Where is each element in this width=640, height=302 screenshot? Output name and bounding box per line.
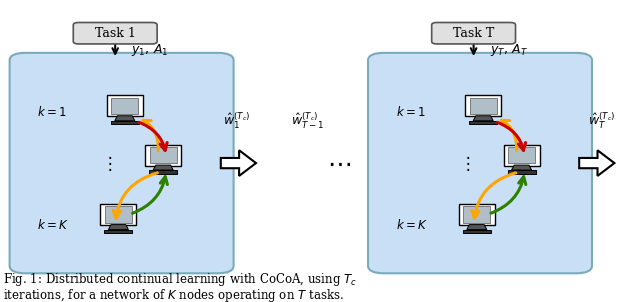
FancyBboxPatch shape (10, 53, 234, 273)
FancyBboxPatch shape (100, 204, 136, 225)
Text: Task T: Task T (453, 27, 494, 40)
Bar (508, 170, 536, 174)
FancyBboxPatch shape (107, 95, 143, 116)
Text: $y_T,\,A_T$: $y_T,\,A_T$ (490, 42, 528, 58)
Text: Fig. 1: Distributed continual learning with CoCoA, using $T_c$: Fig. 1: Distributed continual learning w… (3, 271, 357, 288)
Text: $\hat{w}_{T-1}^{(T_c)}$: $\hat{w}_{T-1}^{(T_c)}$ (291, 111, 324, 131)
FancyBboxPatch shape (459, 204, 495, 225)
Text: $k=1$: $k=1$ (396, 105, 425, 119)
Text: $\vdots$: $\vdots$ (459, 154, 470, 172)
Polygon shape (473, 116, 493, 121)
Text: iterations, for a network of $K$ nodes operating on $T$ tasks.: iterations, for a network of $K$ nodes o… (3, 288, 344, 302)
Polygon shape (511, 165, 532, 170)
Text: $k=K$: $k=K$ (396, 218, 428, 232)
Bar (469, 121, 497, 124)
FancyBboxPatch shape (465, 95, 501, 116)
Text: Task 1: Task 1 (95, 27, 136, 40)
FancyBboxPatch shape (504, 145, 540, 166)
Polygon shape (108, 225, 129, 230)
FancyBboxPatch shape (368, 53, 592, 273)
Polygon shape (153, 165, 173, 170)
Text: $\vdots$: $\vdots$ (100, 154, 112, 172)
Text: $k=1$: $k=1$ (37, 105, 67, 119)
FancyBboxPatch shape (73, 23, 157, 44)
FancyBboxPatch shape (432, 23, 516, 44)
FancyBboxPatch shape (463, 206, 490, 223)
FancyBboxPatch shape (508, 147, 535, 163)
Bar (149, 170, 177, 174)
Bar (104, 230, 132, 233)
Text: $y_1,\,A_1$: $y_1,\,A_1$ (131, 42, 168, 58)
Text: $\hat{w}_T^{(T_c)}$: $\hat{w}_T^{(T_c)}$ (588, 111, 615, 131)
Text: $\hat{w}_1^{(T_c)}$: $\hat{w}_1^{(T_c)}$ (223, 111, 250, 131)
Text: $k=K$: $k=K$ (37, 218, 69, 232)
FancyBboxPatch shape (111, 98, 138, 114)
Bar (111, 121, 139, 124)
FancyBboxPatch shape (145, 145, 181, 166)
Polygon shape (221, 150, 256, 176)
Polygon shape (579, 150, 614, 176)
FancyBboxPatch shape (150, 147, 177, 163)
FancyBboxPatch shape (105, 206, 132, 223)
Polygon shape (115, 116, 135, 121)
Polygon shape (467, 225, 487, 230)
Text: $\cdots$: $\cdots$ (327, 152, 351, 175)
FancyBboxPatch shape (470, 98, 497, 114)
Bar (463, 230, 491, 233)
